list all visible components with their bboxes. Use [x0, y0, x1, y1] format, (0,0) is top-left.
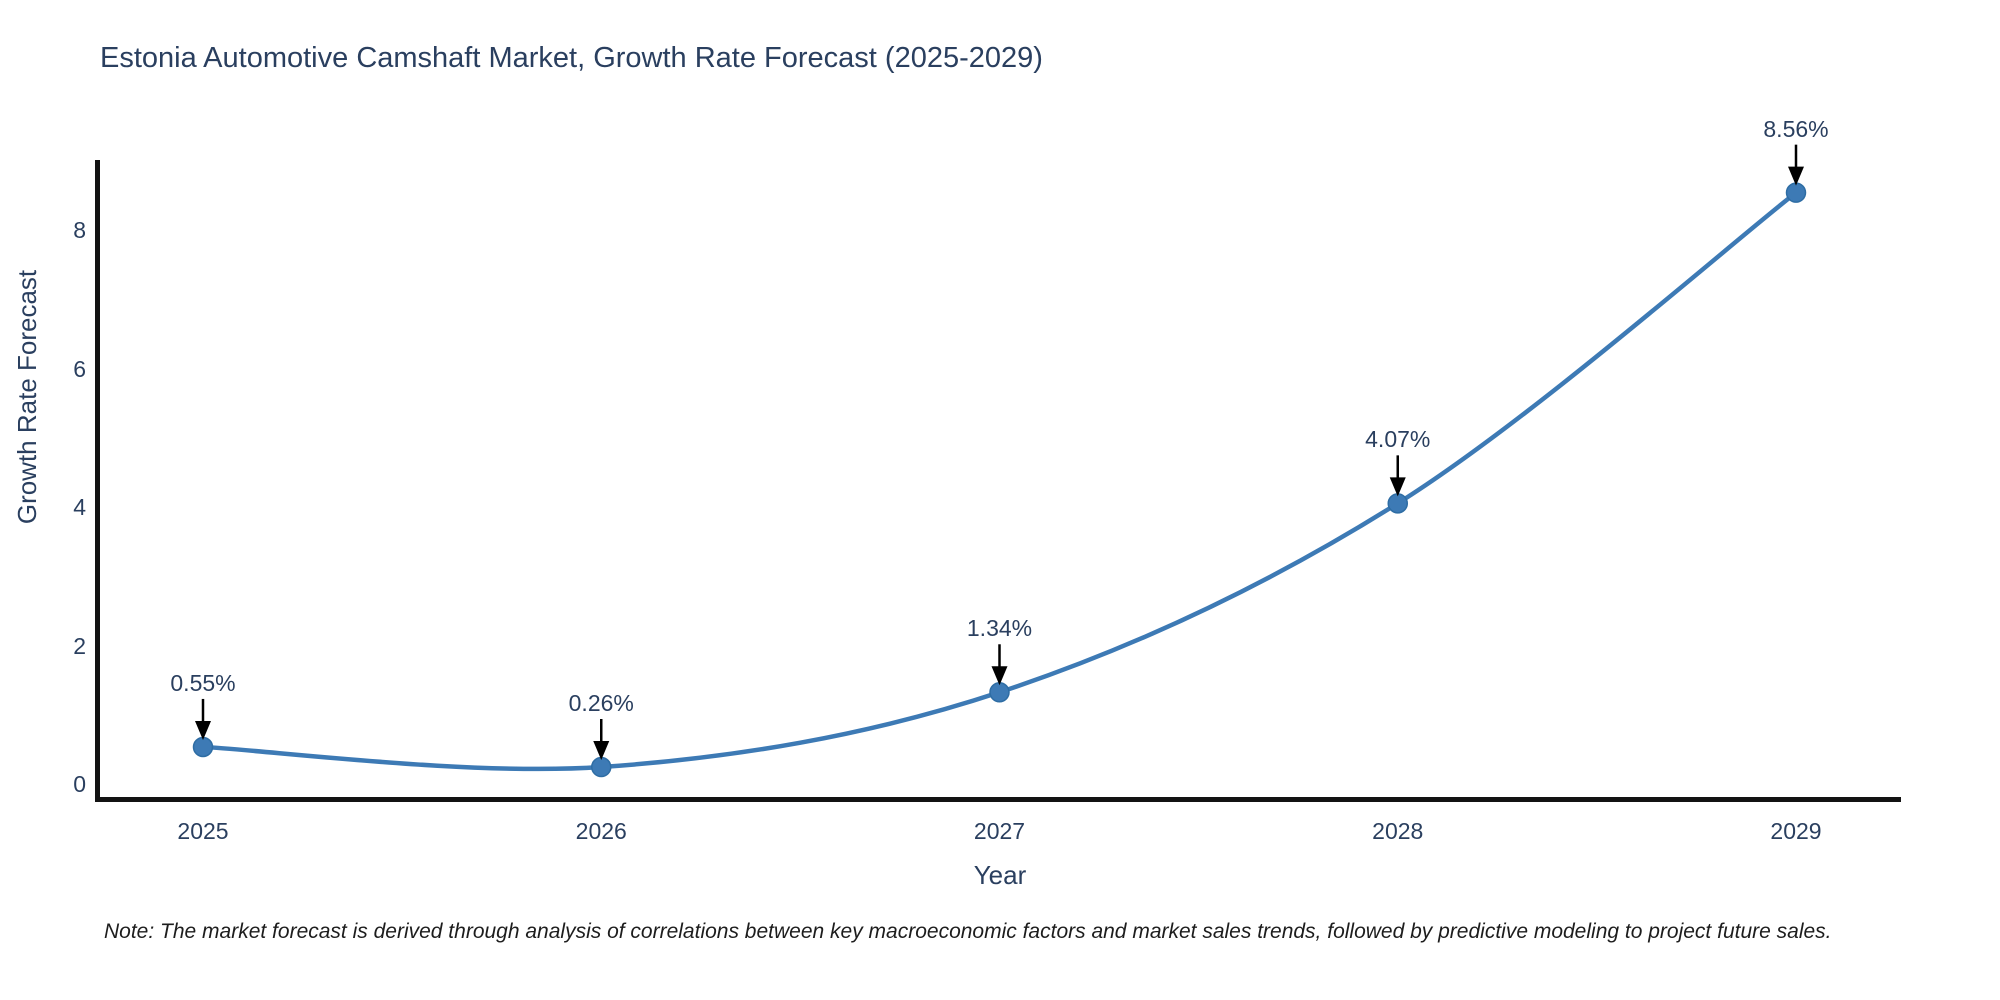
- y-tick-label: 8: [73, 217, 86, 244]
- annotation-arrowhead-icon: [1788, 166, 1804, 186]
- y-axis-title: Growth Rate Forecast: [12, 269, 42, 525]
- x-tick-label: 2028: [1372, 818, 1424, 844]
- y-tick-label: 4: [73, 494, 86, 521]
- chart-title: Estonia Automotive Camshaft Market, Grow…: [100, 42, 1043, 74]
- data-point-markers: [192, 182, 1807, 778]
- annotation-arrowhead-icon: [1389, 477, 1406, 497]
- annotation-value-label: 1.34%: [966, 615, 1033, 642]
- x-tick-label: 2025: [177, 818, 229, 844]
- annotation-arrowhead-icon: [593, 741, 610, 761]
- y-tick-label: 6: [73, 355, 86, 382]
- data-point-marker: [1785, 182, 1807, 203]
- data-point-marker: [192, 736, 214, 758]
- annotation-arrowhead-icon: [991, 666, 1008, 686]
- annotation-value-label: 0.26%: [568, 690, 634, 716]
- annotation-value-label: 4.07%: [1365, 426, 1431, 453]
- annotation-value-label: 8.56%: [1763, 115, 1829, 142]
- annotation-arrows: [195, 144, 1804, 761]
- x-axis-title: Year: [973, 860, 1027, 890]
- annotation-arrowhead-icon: [195, 720, 211, 740]
- x-tick-label: 2027: [973, 818, 1026, 844]
- y-tick-label: 0: [73, 771, 86, 797]
- x-tick-label: 2029: [1770, 818, 1822, 844]
- data-point-marker: [591, 756, 612, 778]
- annotation-value-label: 0.55%: [170, 669, 236, 696]
- footnote-text: Note: The market forecast is derived thr…: [104, 920, 1832, 943]
- data-point-marker: [989, 682, 1010, 703]
- y-tick-label: 2: [73, 632, 86, 659]
- data-point-marker: [1387, 493, 1408, 514]
- x-tick-label: 2026: [575, 818, 627, 844]
